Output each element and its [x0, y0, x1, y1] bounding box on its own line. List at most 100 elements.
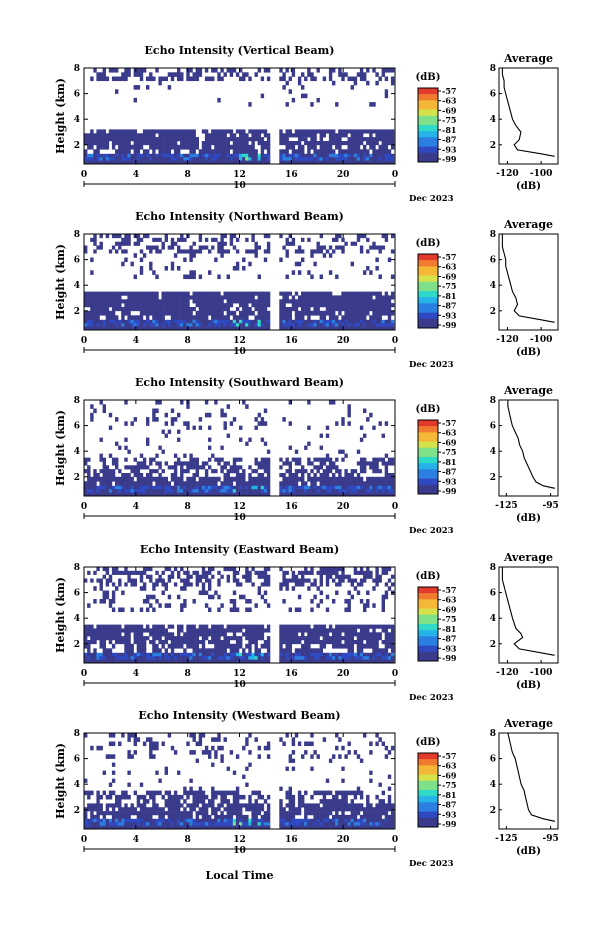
heatmap-cell: [105, 582, 110, 587]
heatmap-cell: [325, 476, 330, 482]
heatmap-cell: [254, 253, 258, 258]
heatmap-cell: [304, 445, 308, 450]
heatmap-cell: [198, 741, 203, 747]
heatmap-cell: [282, 149, 286, 155]
heatmap-cell: [288, 160, 292, 165]
heatmap-cell: [195, 326, 199, 331]
heatmap-cell: [372, 241, 376, 246]
heatmap-cell: [124, 457, 128, 462]
heatmap-cell: [180, 323, 184, 327]
heatmap-cell: [90, 160, 94, 165]
heatmap-cell: [254, 417, 258, 422]
heatmap-cell: [350, 261, 354, 267]
heatmap-cell: [108, 782, 113, 787]
heatmap-cell: [356, 449, 361, 454]
heatmap-cell: [313, 323, 317, 327]
heatmap-cell: [220, 326, 224, 331]
heatmap-cell: [301, 93, 305, 99]
heatmap-cell: [149, 567, 153, 572]
heatmap-cell: [310, 656, 314, 660]
heatmap-cell: [180, 400, 184, 405]
heatmap-cell: [254, 461, 258, 466]
heatmap-cell: [338, 72, 342, 77]
heatmap-cell: [146, 129, 150, 134]
heatmap-cell: [251, 489, 255, 493]
heatmap-cell: [118, 76, 122, 82]
heatmap-cell: [93, 323, 97, 327]
heatmap-cell: [341, 476, 345, 482]
heatmap-cell: [93, 310, 97, 316]
heatmap-cell: [359, 310, 364, 316]
colorbar-tick-label: -63: [442, 96, 457, 106]
heatmap-cell: [136, 570, 141, 575]
heatmap-cell: [232, 469, 237, 474]
colorbar-segment: [418, 140, 438, 144]
heatmap-cell: [146, 307, 150, 312]
heatmap-cell: [152, 632, 156, 637]
heatmap-cell: [232, 417, 237, 422]
heatmap-cell: [121, 249, 125, 254]
heatmap-cell: [226, 149, 230, 155]
heatmap-cell: [359, 133, 364, 138]
heatmap-cell: [347, 489, 351, 493]
heatmap-cell: [211, 652, 215, 657]
heatmap-cell: [223, 137, 227, 142]
heatmap-cell: [347, 141, 351, 146]
heatmap-cell: [325, 295, 330, 300]
heatmap-cell: [251, 326, 255, 331]
heatmap-cell: [322, 303, 327, 308]
heatmap-cell: [158, 807, 162, 812]
heatmap-cell: [344, 754, 348, 759]
heatmap-cell: [183, 133, 187, 138]
heatmap-cell: [220, 632, 224, 637]
heatmap-cell: [170, 570, 175, 575]
heatmap-cell: [232, 266, 237, 271]
heatmap-cell: [381, 485, 385, 490]
heatmap-cell: [158, 632, 162, 637]
heatmap-cell: [102, 457, 106, 462]
heatmap-cell: [344, 469, 348, 474]
heatmap-cell: [102, 485, 106, 490]
heatmap-cell: [121, 307, 125, 312]
colorbar-unit: (dB): [416, 238, 441, 249]
heatmap-cell: [105, 307, 110, 312]
heatmap-cell: [220, 745, 224, 751]
heatmap-cell: [90, 640, 94, 645]
heatmap-cell: [307, 72, 311, 77]
heatmap-cell: [189, 465, 193, 470]
heatmap-cell: [304, 750, 308, 755]
heatmap-cell: [350, 799, 354, 804]
heatmap-cell: [372, 603, 376, 608]
heatmap-cell: [248, 437, 252, 442]
heatmap-cell: [282, 310, 286, 316]
heatmap-cell: [198, 628, 203, 633]
heatmap-cell: [180, 640, 184, 645]
heatmap-cell: [164, 310, 168, 316]
heatmap-cell: [229, 803, 234, 808]
heatmap-cell: [198, 149, 203, 155]
heatmap-cell: [335, 485, 339, 490]
heatmap-cell: [307, 632, 311, 637]
heatmap-cell: [344, 141, 348, 146]
heatmap-cell: [387, 323, 392, 327]
heatmap-cell: [242, 133, 246, 138]
heatmap-cell: [167, 733, 172, 738]
heatmap-cell: [149, 489, 153, 493]
heatmap-cell: [328, 624, 333, 629]
heatmap-cell: [115, 659, 119, 664]
heatmap-cell: [127, 489, 131, 493]
heatmap-cell: [152, 160, 156, 165]
heatmap-cell: [279, 652, 283, 657]
heatmap-cell: [189, 485, 193, 490]
heatmap-cell: [285, 141, 289, 146]
heatmap-cell: [124, 291, 128, 296]
heatmap-cell: [350, 76, 354, 82]
heatmap-cell: [161, 481, 165, 487]
heatmap-cell: [322, 160, 327, 165]
heatmap-cell: [136, 295, 141, 300]
heatmap-cell: [136, 799, 141, 804]
heatmap-cell: [124, 72, 128, 77]
average-x-tick-label: -120: [496, 335, 519, 345]
heatmap-cell: [214, 153, 218, 158]
heatmap-cell: [170, 245, 175, 250]
